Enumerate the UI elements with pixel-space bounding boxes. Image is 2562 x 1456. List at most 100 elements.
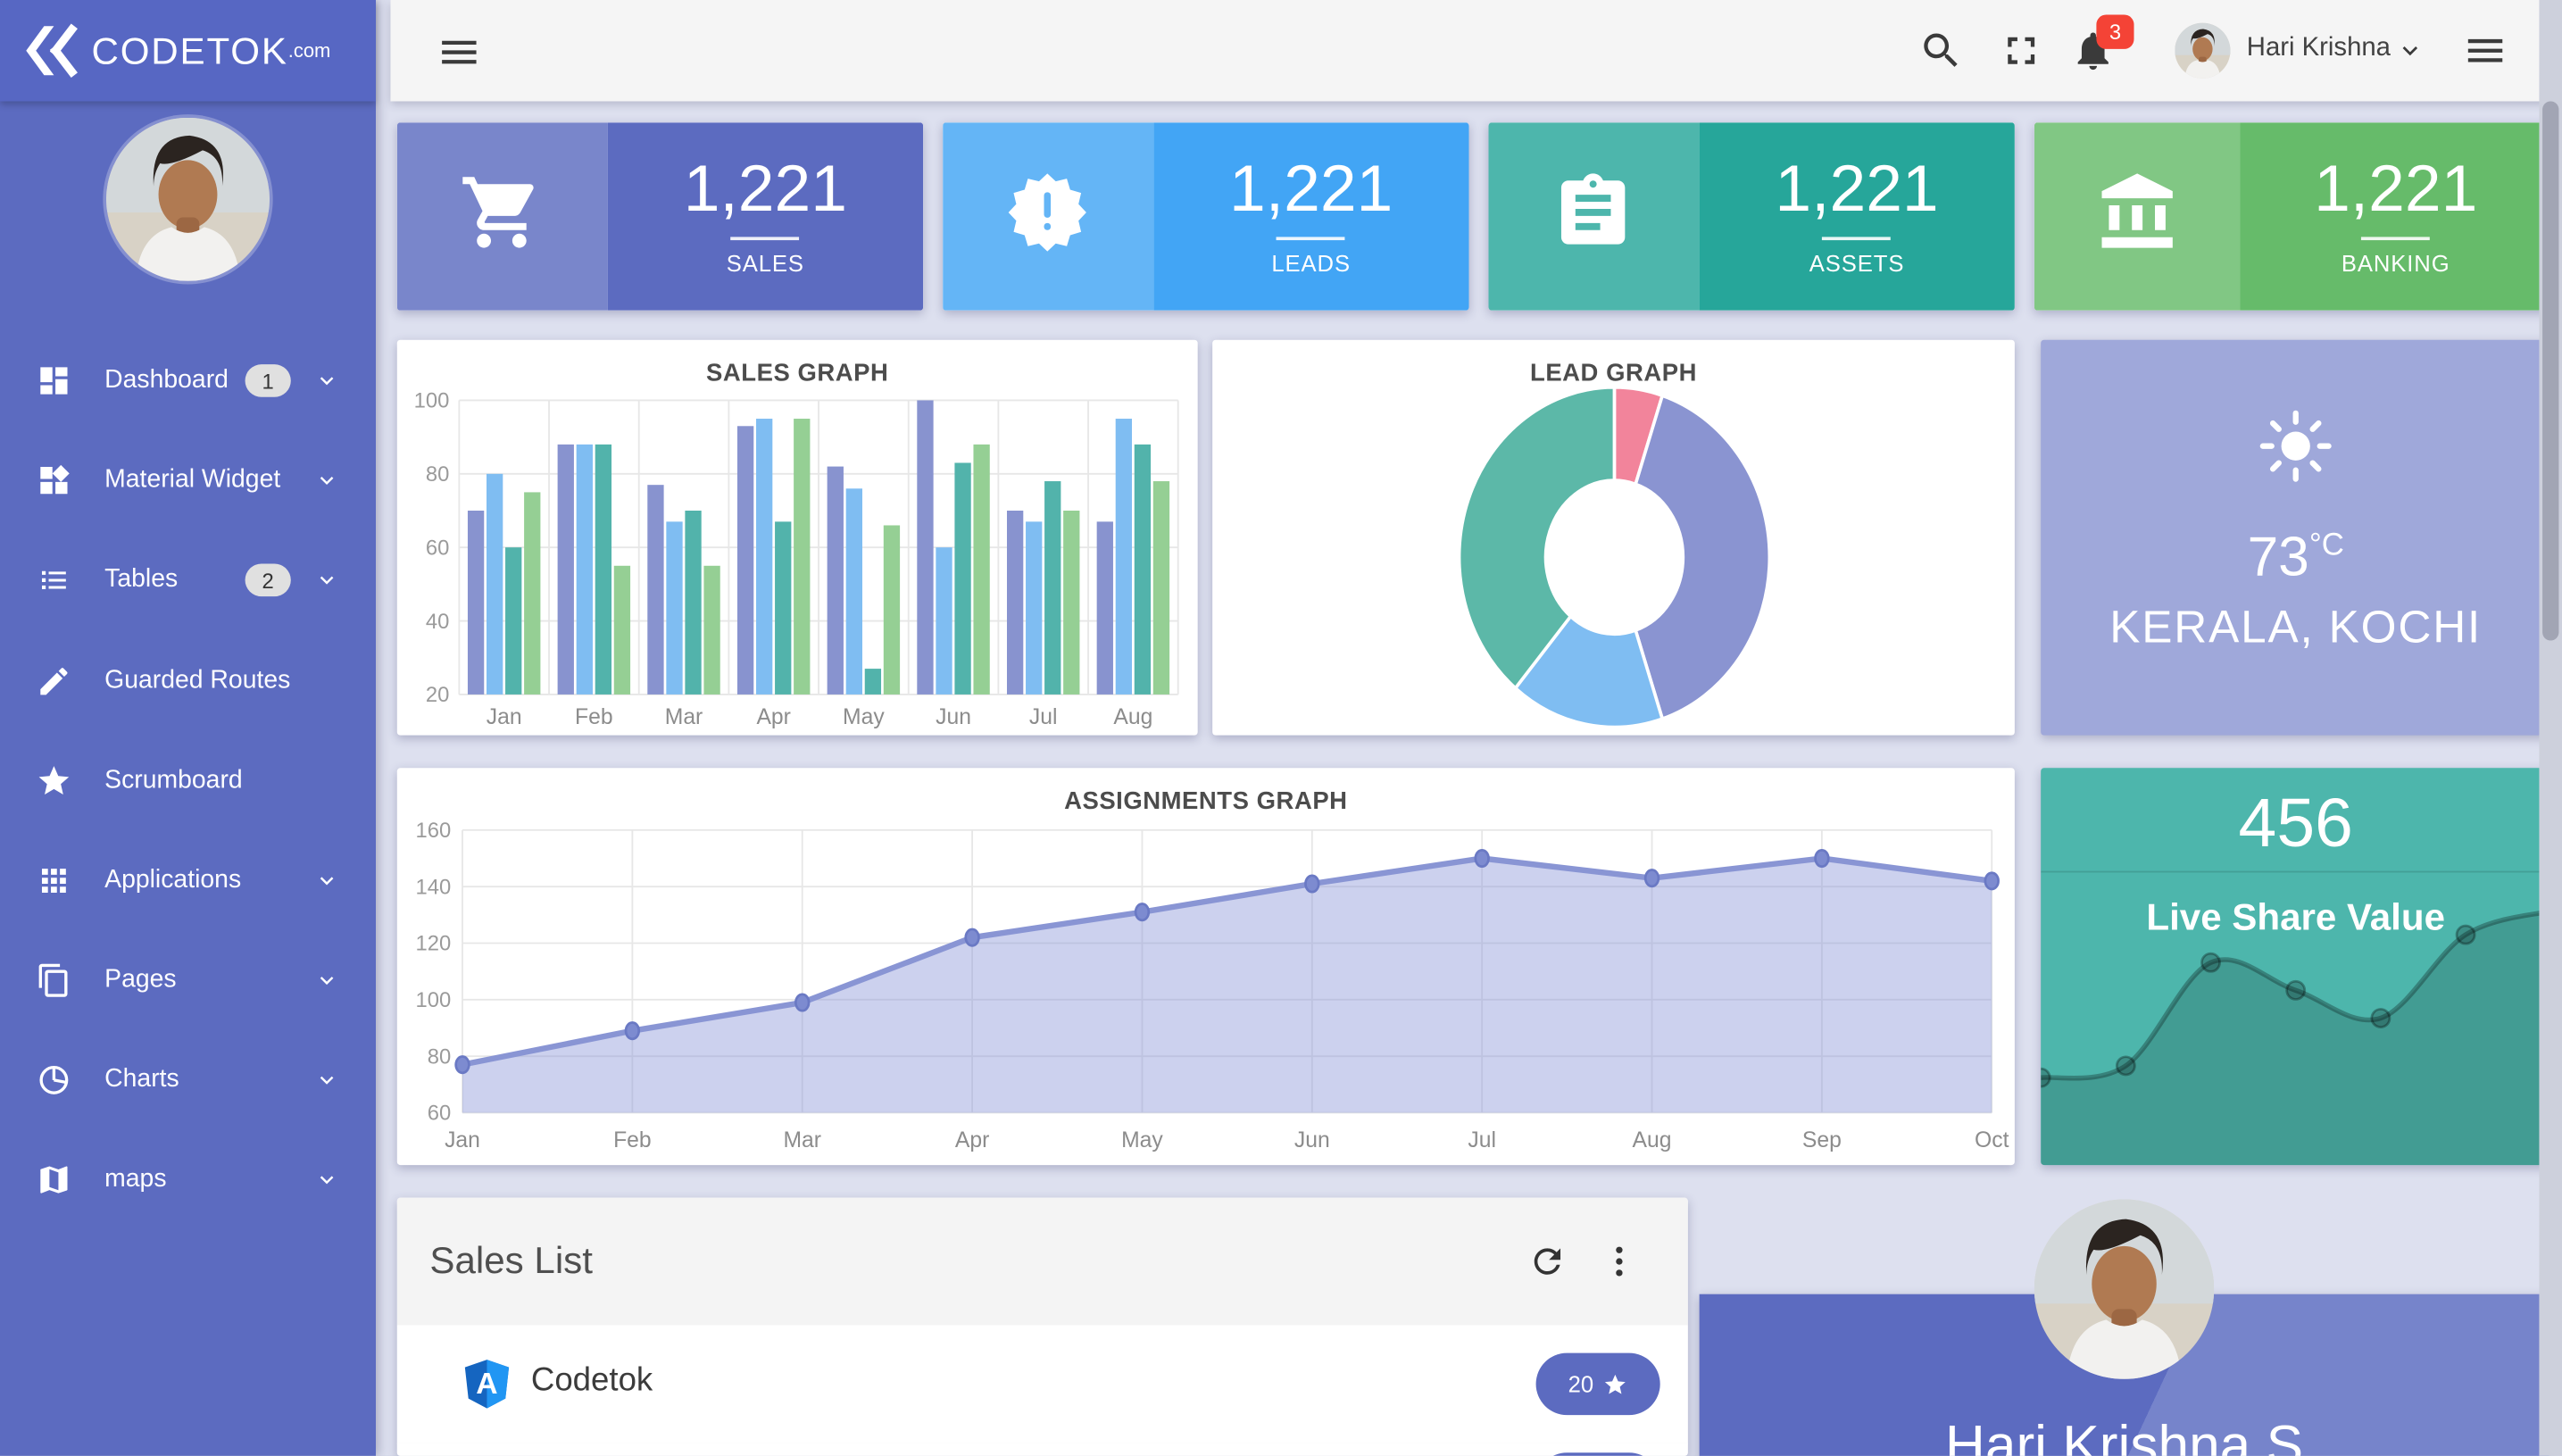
live-share-sparkline bbox=[2041, 908, 2551, 1166]
sidebar-item-badge: 1 bbox=[245, 364, 291, 397]
live-share-value: 456 bbox=[2238, 784, 2353, 861]
user-avatar[interactable] bbox=[2175, 22, 2231, 79]
svg-text:Jul: Jul bbox=[1468, 1128, 1496, 1152]
stat-label: SALES bbox=[726, 250, 804, 277]
sidebar-item-scrumboard[interactable]: Scrumboard bbox=[0, 742, 376, 820]
dashboard-icon bbox=[36, 362, 71, 398]
header-bar: 3 Hari Krishna bbox=[390, 0, 2562, 102]
seal-icon bbox=[1005, 170, 1090, 262]
chart-title: LEAD GRAPH bbox=[1529, 359, 1698, 387]
sales-list-row[interactable] bbox=[396, 1443, 1688, 1456]
svg-text:Jan: Jan bbox=[487, 705, 522, 729]
chart-title: ASSIGNMENTS GRAPH bbox=[1064, 787, 1348, 816]
refresh-icon[interactable] bbox=[1527, 1242, 1567, 1281]
svg-text:Jul: Jul bbox=[1029, 705, 1058, 729]
rating-pill[interactable] bbox=[1535, 1452, 1660, 1456]
notification-badge: 3 bbox=[2096, 14, 2134, 49]
scrollbar[interactable] bbox=[2539, 0, 2562, 1456]
widgets-icon bbox=[36, 462, 71, 498]
stat-card-assets[interactable]: 1,221 ASSETS bbox=[1488, 122, 2015, 311]
kebab-menu-icon[interactable] bbox=[1600, 1242, 1639, 1281]
chevron-down-icon bbox=[313, 968, 339, 994]
chevron-down-icon bbox=[313, 868, 339, 894]
fullscreen-icon[interactable] bbox=[1999, 28, 2044, 73]
sidebar-item-label: Material Widget bbox=[104, 465, 281, 494]
star-icon bbox=[1605, 1373, 1626, 1394]
lead-donut-chart bbox=[1457, 385, 1772, 729]
svg-text:140: 140 bbox=[416, 875, 452, 899]
weather-location: KERALA, KOCHI bbox=[2109, 601, 2483, 653]
clipboard-icon bbox=[1551, 170, 1636, 262]
sales-list-row[interactable]: A Codetok 20 bbox=[396, 1325, 1688, 1445]
svg-text:Feb: Feb bbox=[575, 705, 613, 729]
sidebar-item-label: Tables bbox=[104, 565, 179, 594]
pie-chart-icon bbox=[36, 1062, 71, 1098]
sales-graph-card: SALES GRAPH 100 80 60 40 20 Jan Feb Mar Apr May Ju… bbox=[396, 339, 1198, 736]
svg-text:160: 160 bbox=[416, 819, 452, 843]
chevron-down-icon[interactable] bbox=[2395, 36, 2425, 65]
chart-title: SALES GRAPH bbox=[706, 359, 889, 387]
svg-text:100: 100 bbox=[414, 389, 450, 413]
pages-copy-icon bbox=[36, 962, 71, 998]
sidebar-item-label: Charts bbox=[104, 1065, 179, 1094]
menu-toggle-icon[interactable] bbox=[437, 29, 482, 75]
stat-card-banking[interactable]: 1,221 BANKING bbox=[2034, 122, 2551, 311]
divider bbox=[1822, 237, 1892, 241]
search-icon[interactable] bbox=[1918, 28, 1964, 73]
stat-value: 1,221 bbox=[1775, 154, 1939, 226]
stat-value: 1,221 bbox=[1229, 154, 1393, 226]
stat-card-leads[interactable]: 1,221 LEADS bbox=[943, 122, 1469, 311]
svg-text:80: 80 bbox=[428, 1044, 451, 1069]
svg-text:A: A bbox=[476, 1367, 497, 1401]
apps-grid-icon bbox=[36, 862, 71, 898]
svg-text:Apr: Apr bbox=[955, 1128, 989, 1152]
svg-text:Jun: Jun bbox=[1294, 1128, 1330, 1152]
sidebar-item-pages[interactable]: Pages bbox=[0, 941, 376, 1019]
scrollbar-thumb[interactable] bbox=[2542, 101, 2559, 641]
chevron-down-icon bbox=[313, 1167, 339, 1193]
sun-icon bbox=[2259, 410, 2332, 482]
sidebar-item-maps[interactable]: maps bbox=[0, 1141, 376, 1219]
svg-text:100: 100 bbox=[416, 988, 452, 1012]
svg-text:Apr: Apr bbox=[756, 705, 790, 729]
sidebar-item-applications[interactable]: Applications bbox=[0, 842, 376, 920]
svg-text:Aug: Aug bbox=[1113, 705, 1152, 729]
logo[interactable]: CODETOK .com bbox=[0, 0, 376, 102]
svg-text:60: 60 bbox=[426, 536, 449, 560]
lead-graph-card: LEAD GRAPH bbox=[1212, 339, 2015, 736]
stat-card-sales[interactable]: 1,221 SALES bbox=[396, 122, 924, 311]
user-name[interactable]: Hari Krishna bbox=[2246, 34, 2391, 62]
codetok-logo-icon bbox=[26, 23, 78, 78]
bank-icon bbox=[2095, 170, 2180, 262]
svg-text:60: 60 bbox=[428, 1102, 451, 1126]
sales-list-header: Sales List bbox=[396, 1197, 1688, 1327]
sidebar-item-charts[interactable]: Charts bbox=[0, 1041, 376, 1119]
stat-value: 1,221 bbox=[683, 154, 847, 226]
profile-name: Hari Krishna S bbox=[1944, 1415, 2304, 1456]
notifications-bell-icon[interactable]: 3 bbox=[2070, 14, 2134, 73]
svg-text:80: 80 bbox=[426, 462, 449, 487]
map-icon bbox=[36, 1161, 71, 1197]
rating-pill[interactable]: 20 bbox=[1535, 1352, 1660, 1416]
star-icon bbox=[36, 763, 71, 799]
sidebar: CODETOK .com Dashboard 1 Material Widget… bbox=[0, 0, 376, 1456]
sidebar-item-tables[interactable]: Tables 2 bbox=[0, 541, 376, 620]
sidebar-avatar[interactable] bbox=[105, 117, 270, 281]
sales-list-title: Sales List bbox=[429, 1238, 593, 1282]
rating-count: 20 bbox=[1568, 1370, 1594, 1397]
sidebar-item-label: Pages bbox=[104, 965, 177, 994]
sidebar-item-material-widget[interactable]: Material Widget bbox=[0, 441, 376, 520]
profile-avatar[interactable] bbox=[2034, 1199, 2215, 1379]
weather-card: 73°C KERALA, KOCHI bbox=[2041, 339, 2551, 736]
sidebar-item-dashboard[interactable]: Dashboard 1 bbox=[0, 342, 376, 420]
chevron-down-icon bbox=[313, 467, 339, 493]
sidebar-item-guarded-routes[interactable]: Guarded Routes bbox=[0, 642, 376, 720]
svg-text:Mar: Mar bbox=[665, 705, 703, 729]
live-share-card: 456 Live Share Value bbox=[2041, 768, 2551, 1166]
angular-logo-icon: A bbox=[459, 1356, 514, 1411]
svg-text:120: 120 bbox=[416, 932, 452, 956]
pencil-icon bbox=[36, 663, 71, 699]
profile-card: Hari Krishna S bbox=[1699, 1188, 2550, 1456]
settings-menu-icon[interactable] bbox=[2462, 28, 2508, 73]
